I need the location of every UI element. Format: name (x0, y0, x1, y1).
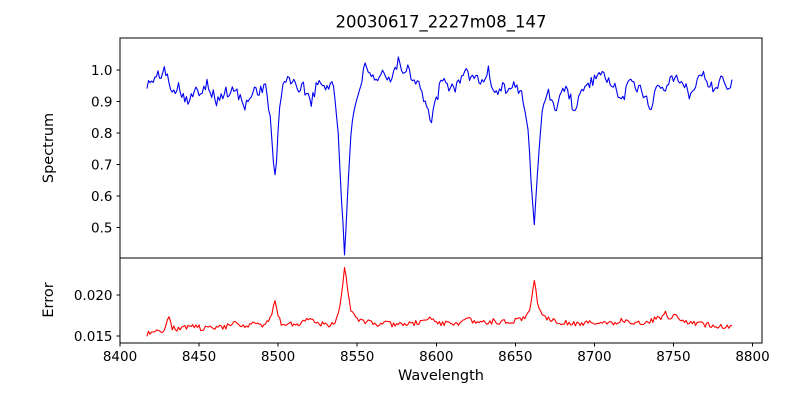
y-tick-label: 0.7 (91, 157, 112, 173)
x-axis-label: Wavelength (398, 368, 484, 384)
x-tick-label: 8750 (656, 349, 690, 365)
error-line (146, 267, 733, 337)
x-tick-label: 8550 (340, 349, 374, 365)
x-tick-label: 8400 (103, 349, 137, 365)
x-tick-label: 8650 (498, 349, 532, 365)
x-tick-label: 8600 (419, 349, 453, 365)
x-tick-label: 8500 (261, 349, 295, 365)
y-tick-label: 0.020 (74, 288, 113, 304)
y-tick-label: 1.0 (91, 63, 112, 79)
panel-border-spectrum (119, 37, 763, 259)
x-tick-label: 8700 (577, 349, 611, 365)
y-axis-label-spectrum: Spectrum (41, 113, 57, 183)
y-tick-label: 0.6 (91, 189, 112, 205)
chart-title: 20030617_2227m08_147 (335, 13, 546, 33)
x-tick-label: 8800 (735, 349, 769, 365)
y-axis-label-error: Error (41, 282, 57, 317)
y-tick-label: 0.8 (91, 126, 112, 142)
panel-border-error (119, 257, 763, 344)
spectrum-line (146, 56, 733, 256)
y-tick-label: 0.015 (74, 329, 113, 345)
y-tick-label: 0.9 (91, 94, 112, 110)
y-tick-label: 0.5 (91, 220, 112, 236)
x-tick-label: 8450 (182, 349, 216, 365)
